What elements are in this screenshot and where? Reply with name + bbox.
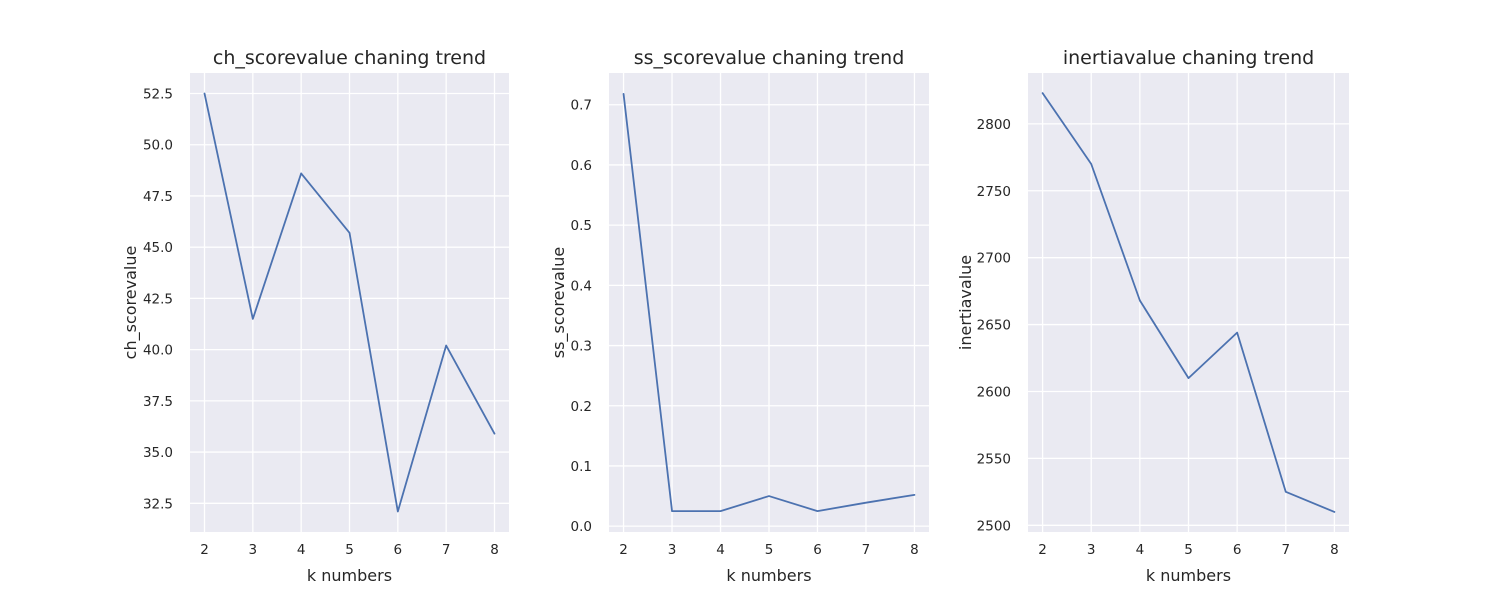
x-tick-label: 3 — [249, 542, 258, 558]
gridlines — [190, 73, 509, 532]
gridlines — [1028, 73, 1349, 532]
y-tick-label: 0.4 — [571, 278, 592, 294]
y-tick-label: 2800 — [977, 117, 1011, 133]
y-axis-label: ch_scorevalue — [121, 246, 141, 360]
x-tick-label: 5 — [1184, 542, 1193, 558]
x-tick-label: 3 — [1087, 542, 1096, 558]
x-tick-label: 4 — [1136, 542, 1145, 558]
chart-title: inertiavalue chaning trend — [1063, 47, 1314, 69]
tick-labels: 2 3 4 5 6 7 8 32.5 35.0 37.5 40.0 42.5 45.0 47.5 50.0 5… — [143, 86, 499, 558]
y-tick-label: 47.5 — [143, 189, 173, 205]
y-tick-label: 0.2 — [571, 399, 592, 415]
x-tick-label: 6 — [1233, 542, 1242, 558]
x-tick-label: 6 — [813, 542, 822, 558]
x-tick-label: 8 — [490, 542, 499, 558]
y-tick-label: 2500 — [977, 518, 1011, 534]
x-tick-label: 7 — [442, 542, 451, 558]
x-tick-label: 2 — [619, 542, 628, 558]
y-tick-label: 2650 — [977, 318, 1011, 334]
x-tick-label: 4 — [297, 542, 306, 558]
x-tick-label: 7 — [1281, 542, 1290, 558]
gridlines — [609, 73, 929, 532]
y-tick-label: 0.5 — [571, 218, 592, 234]
y-tick-label: 2750 — [977, 184, 1011, 200]
chart-title: ch_scorevalue chaning trend — [213, 47, 486, 69]
y-tick-label: 0.3 — [571, 339, 592, 355]
x-tick-label: 3 — [668, 542, 677, 558]
x-tick-label: 7 — [862, 542, 871, 558]
tick-labels: 2 3 4 5 6 7 8 2500 2550 2600 2650 2700 2750 2800 — [977, 117, 1339, 558]
y-tick-label: 32.5 — [143, 496, 173, 512]
x-tick-label: 8 — [1330, 542, 1339, 558]
y-axis-label: ss_scorevalue — [549, 247, 569, 358]
tick-labels: 2 3 4 5 6 7 8 0.0 0.1 0.2 0.3 0.4 0.5 0.6 0.7 — [571, 98, 919, 558]
y-tick-label: 35.0 — [143, 445, 173, 461]
y-tick-label: 37.5 — [143, 394, 173, 410]
y-tick-label: 42.5 — [143, 291, 173, 307]
series-line — [622, 92, 916, 513]
y-tick-label: 2600 — [977, 384, 1011, 400]
x-tick-label: 6 — [394, 542, 403, 558]
series-layer — [622, 92, 916, 513]
x-axis-label: k numbers — [726, 566, 811, 585]
y-tick-label: 52.5 — [143, 86, 173, 102]
x-axis-label: k numbers — [307, 566, 392, 585]
y-tick-label: 0.6 — [571, 158, 592, 174]
y-tick-label: 0.7 — [571, 98, 592, 114]
series-line — [1041, 92, 1336, 513]
x-tick-label: 2 — [1038, 542, 1047, 558]
series-line — [203, 92, 496, 513]
y-tick-label: 45.0 — [143, 240, 173, 256]
x-tick-label: 4 — [716, 542, 725, 558]
y-tick-label: 40.0 — [143, 343, 173, 359]
y-tick-label: 0.0 — [571, 519, 592, 535]
y-axis-label: inertiavalue — [956, 255, 975, 350]
x-tick-label: 5 — [345, 542, 354, 558]
chart-title: ss_scorevalue chaning trend — [634, 47, 905, 69]
subplot-ch-score: 2 3 4 5 6 7 8 32.5 35.0 37.5 40.0 42.5 45.0 47.5 50.0 5… — [121, 47, 509, 585]
y-tick-label: 2700 — [977, 251, 1011, 267]
x-tick-label: 8 — [910, 542, 919, 558]
subplot-ss-score: 2 3 4 5 6 7 8 0.0 0.1 0.2 0.3 0.4 0.5 0.6 0.7 ss_score… — [549, 47, 929, 585]
x-tick-label: 5 — [765, 542, 774, 558]
series-layer — [1041, 92, 1336, 513]
x-axis-label: k numbers — [1146, 566, 1231, 585]
x-tick-label: 2 — [200, 542, 209, 558]
y-tick-label: 50.0 — [143, 138, 173, 154]
subplot-inertia: 2 3 4 5 6 7 8 2500 2550 2600 2650 2700 2750 2800 iner… — [956, 47, 1349, 585]
series-layer — [203, 92, 496, 513]
y-tick-label: 2550 — [977, 451, 1011, 467]
y-tick-label: 0.1 — [571, 459, 592, 475]
